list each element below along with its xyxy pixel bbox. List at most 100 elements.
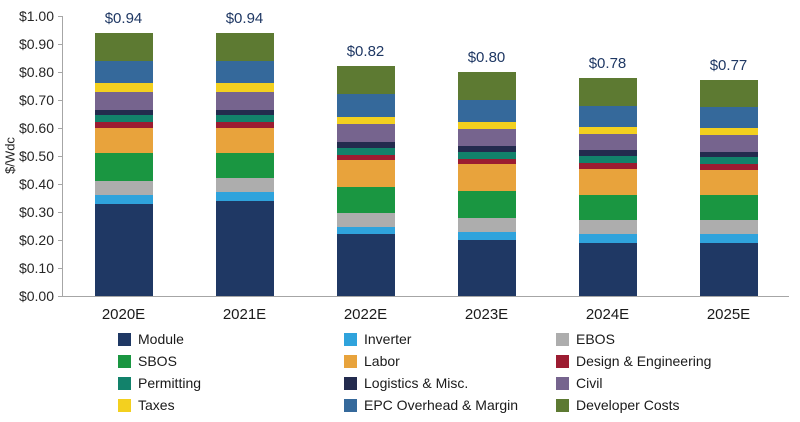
stacked-bar: [336, 66, 395, 296]
bar-segment-epc-overhead-margin: [578, 105, 637, 127]
bar-segment-permitting: [699, 157, 758, 165]
bar-segment-design-engineering: [94, 122, 153, 129]
bar-segment-ebos: [457, 217, 516, 232]
bar-segment-labor: [336, 160, 395, 187]
bar-segment-epc-overhead-margin: [457, 100, 516, 123]
stacked-bar: [215, 32, 274, 296]
y-tick-label: $0.70: [18, 92, 54, 108]
legend-item-design-engineering: Design & Engineering: [556, 353, 788, 369]
bar-segment-developer-costs: [336, 66, 395, 95]
bar-segment-logistics-misc: [94, 109, 153, 116]
bar-segment-epc-overhead-margin: [215, 60, 274, 84]
bar-segment-sbos: [336, 186, 395, 214]
bar-segment-taxes: [578, 126, 637, 134]
legend-item-taxes: Taxes: [118, 397, 344, 413]
legend: Module Inverter EBOS SBOS Labor Design & Engi…: [118, 331, 788, 413]
legend-swatch: [118, 354, 131, 368]
legend-swatch: [344, 376, 357, 390]
legend-label: Module: [138, 331, 184, 347]
bar-total-label: $0.80: [467, 49, 506, 66]
y-tick-label: $0.90: [18, 36, 54, 52]
legend-label: EBOS: [576, 331, 615, 347]
bar-segment-sbos: [699, 195, 758, 221]
bar-segment-developer-costs: [578, 77, 637, 106]
bar-segment-developer-costs: [699, 80, 758, 108]
bar-segment-inverter: [699, 234, 758, 243]
x-axis-label: 2024E: [585, 306, 630, 323]
legend-label: Inverter: [364, 331, 412, 347]
bar-segment-taxes: [457, 122, 516, 130]
bar-segment-logistics-misc: [215, 109, 274, 116]
bar-segment-taxes: [215, 83, 274, 92]
legend-label: Logistics & Misc.: [364, 375, 469, 391]
bar-total-label: $0.82: [346, 43, 385, 61]
bar-segment-permitting: [215, 115, 274, 123]
bar-segment-labor: [94, 128, 153, 154]
bar-segment-permitting: [578, 156, 637, 164]
stacked-bar: [457, 72, 516, 296]
bar-segment-sbos: [457, 191, 516, 218]
bar-segment-logistics-misc: [578, 150, 637, 157]
bar-segment-design-engineering: [578, 163, 637, 169]
x-axis-label: 2020E: [101, 306, 146, 323]
bar-segment-module: [94, 203, 153, 296]
legend-swatch: [118, 398, 131, 412]
legend-label: Civil: [576, 375, 603, 391]
legend-item-developer-costs: Developer Costs: [556, 397, 788, 413]
legend-swatch: [556, 398, 569, 412]
bar-segment-developer-costs: [457, 72, 516, 101]
bar-segment-sbos: [578, 195, 637, 221]
legend-item-logistics-misc: Logistics & Misc.: [344, 375, 556, 391]
legend-swatch: [556, 354, 569, 368]
bar-segment-sbos: [94, 153, 153, 182]
bar-segment-inverter: [336, 227, 395, 235]
bar-segment-permitting: [336, 147, 395, 155]
y-tick-label: $0.80: [18, 64, 54, 80]
bar-segment-inverter: [215, 192, 274, 201]
legend-label: Taxes: [138, 397, 175, 413]
bar-segment-module: [336, 234, 395, 296]
legend-label: Labor: [364, 353, 400, 369]
legend-swatch: [344, 332, 357, 346]
bar-segment-labor: [215, 128, 274, 154]
bar-segment-ebos: [215, 178, 274, 193]
bar-segment-permitting: [94, 115, 153, 123]
bar-segment-sbos: [215, 153, 274, 179]
legend-label: EPC Overhead & Margin: [364, 397, 519, 413]
legend-swatch: [556, 332, 569, 346]
legend-item-civil: Civil: [556, 375, 788, 391]
bar-segment-ebos: [699, 220, 758, 235]
bar-group-2021e: $0.94 2021E: [184, 10, 305, 323]
y-tick-label: $0.30: [18, 204, 54, 220]
bar-segment-inverter: [457, 231, 516, 240]
bar-segment-labor: [699, 170, 758, 196]
bar-segment-developer-costs: [94, 32, 153, 61]
bar-segment-civil: [94, 91, 153, 110]
legend-swatch: [556, 376, 569, 390]
bar-group-2025e: $0.77 2025E: [668, 16, 789, 323]
bar-segment-taxes: [94, 83, 153, 92]
bar-segment-civil: [699, 135, 758, 152]
stacked-bar: [578, 77, 637, 296]
y-axis-title: $/Wdc: [2, 137, 18, 174]
bar-segment-design-engineering: [699, 164, 758, 171]
legend-swatch: [118, 332, 131, 346]
x-axis-label: 2021E: [222, 306, 267, 323]
bar-segment-civil: [578, 133, 637, 151]
stacked-bar: [94, 32, 153, 296]
legend-label: Permitting: [138, 375, 202, 391]
bar-segment-civil: [336, 123, 395, 143]
bar-group-2024e: $0.78 2024E: [547, 16, 668, 323]
legend-item-inverter: Inverter: [344, 331, 556, 347]
bar-segment-labor: [457, 164, 516, 192]
bar-segment-epc-overhead-margin: [699, 107, 758, 129]
bar-segment-ebos: [94, 181, 153, 196]
bar-segment-module: [578, 242, 637, 296]
legend-swatch: [344, 398, 357, 412]
legend-item-ebos: EBOS: [556, 331, 788, 347]
legend-swatch: [344, 354, 357, 368]
y-tick-label: $0.20: [18, 232, 54, 248]
bar-segment-module: [457, 240, 516, 296]
plot-area: $0.94 2020E $0.94 2021E $0.82 2022E $0.80 2023E…: [62, 10, 789, 323]
legend-item-sbos: SBOS: [118, 353, 344, 369]
